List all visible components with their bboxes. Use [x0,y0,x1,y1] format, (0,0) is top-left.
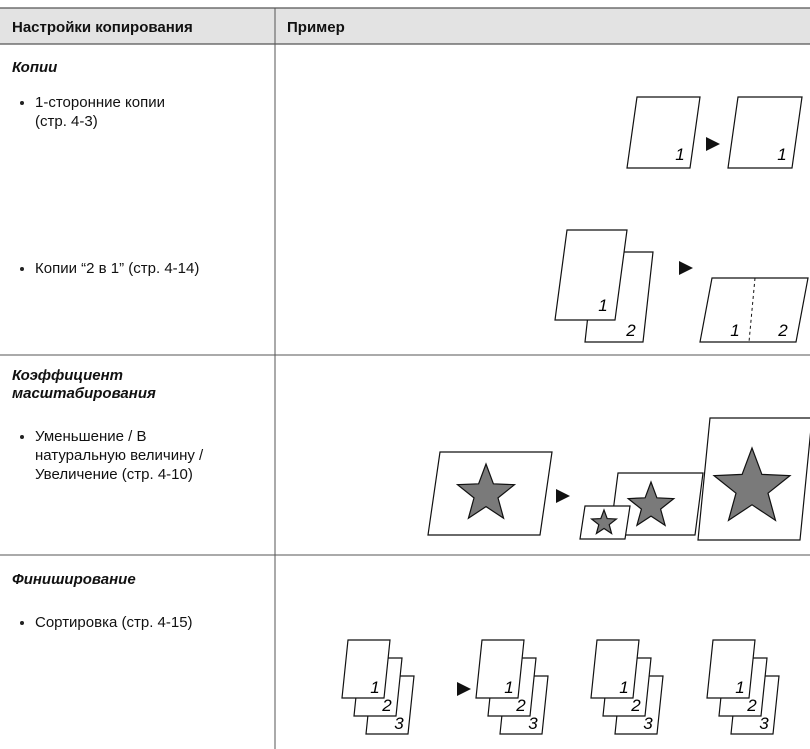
page-number: 2 [625,321,636,340]
page-number: 1 [370,678,379,697]
item-text: Сортировка (стр. 4-15) [35,614,193,631]
page [341,639,391,699]
header-cell: Настройки копирования [12,19,193,36]
page-number: 2 [746,696,757,715]
page [727,96,803,169]
page-number: 2 [777,321,788,340]
page-number: 1 [675,145,684,164]
bullet [20,267,24,271]
page [626,96,701,169]
arrow [457,682,471,696]
item-text: Уменьшение / В [35,428,147,445]
page-number: 2 [381,696,392,715]
arrow [679,261,693,275]
item-text: натуральную величину / [35,447,204,464]
star [712,446,792,522]
bullet [20,435,24,439]
page-number: 1 [504,678,513,697]
page-number: 1 [777,145,786,164]
page-number: 1 [619,678,628,697]
section-title: Копии [12,59,58,76]
item-text: Копии “2 в 1” (стр. 4-14) [35,260,200,277]
page-number: 3 [643,714,653,733]
page [706,639,756,699]
page-number: 1 [598,296,607,315]
page [554,229,628,321]
star [455,462,517,520]
page-number: 3 [759,714,769,733]
item-text: Увеличение (стр. 4-10) [35,466,193,483]
page-number: 1 [730,321,739,340]
page [475,639,525,699]
bullet [20,101,24,105]
header-bg [0,8,810,44]
fold-line [748,277,756,343]
item-text: (стр. 4-3) [35,113,98,130]
arrow [556,489,570,503]
page-number: 2 [515,696,526,715]
arrow [706,137,720,151]
star [589,508,619,535]
section-title: масштабирования [12,385,156,402]
item-text: 1-сторонние копии [35,94,165,111]
page-number: 1 [735,678,744,697]
header-cell: Пример [287,19,345,36]
bullet [20,621,24,625]
star [626,480,676,527]
section-title: Коэффициент [12,367,123,384]
page-number: 3 [394,714,404,733]
page [699,277,809,343]
page [590,639,640,699]
page-number: 3 [528,714,538,733]
section-title: Финиширование [12,571,136,588]
page-number: 2 [630,696,641,715]
